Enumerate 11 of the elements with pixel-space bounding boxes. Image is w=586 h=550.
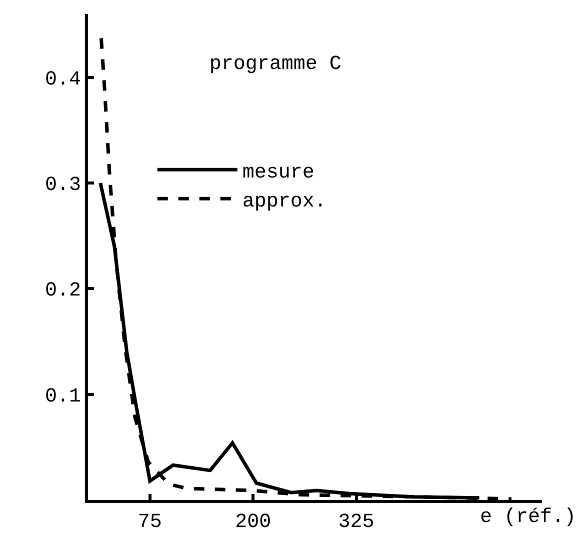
- x-axis-title: e (réf.): [480, 506, 576, 529]
- legend-label: mesure: [242, 161, 314, 184]
- y-tick-label: 0.4: [44, 68, 81, 92]
- text: programme C: [209, 53, 342, 76]
- y-tick-label: 0.1: [44, 385, 81, 408]
- y-tick-label: 0.2: [44, 280, 81, 303]
- x-tick-label: 325: [338, 511, 374, 534]
- x-tick-label: 200: [235, 511, 272, 534]
- legend-label: approx.: [242, 190, 326, 214]
- y-tick-label: 0.3: [44, 174, 81, 198]
- x-tick-label: 75: [138, 511, 162, 534]
